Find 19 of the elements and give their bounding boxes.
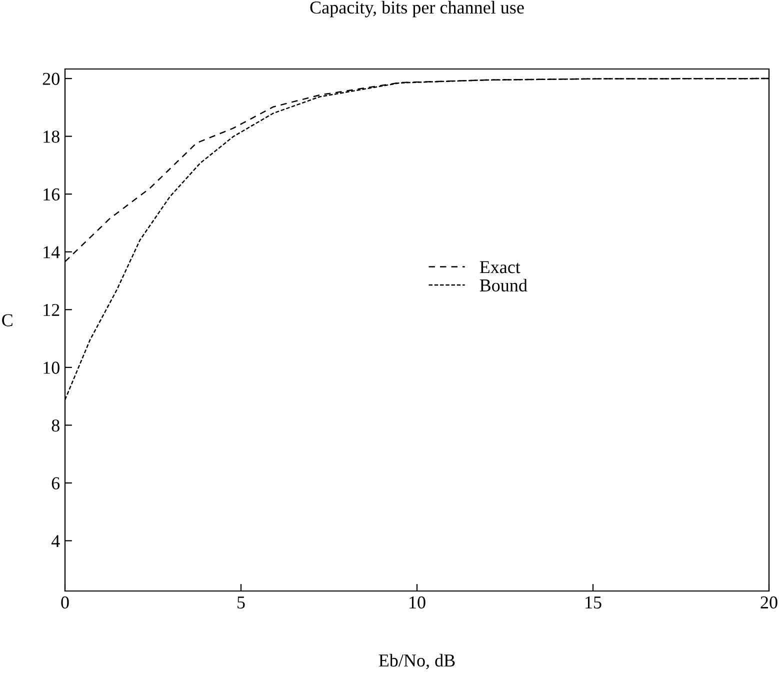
y-tick-label: 6 — [52, 477, 60, 490]
x-tick-label: 0 — [61, 596, 69, 609]
y-tick-label: 10 — [44, 362, 60, 374]
y-tick-label: 12 — [44, 304, 60, 316]
y-tick-label: 8 — [52, 419, 60, 432]
y-tick-label: 18 — [44, 130, 60, 143]
chart-title: Capacity, bits per channel use — [310, 0, 524, 18]
x-tick-label: 20 — [760, 596, 778, 609]
y-tick-label: 16 — [44, 188, 60, 201]
x-tick-label: 5 — [238, 596, 245, 609]
legend-label: Exact — [480, 261, 520, 274]
legend-label: Bound — [480, 278, 528, 292]
y-tick-label: 14 — [44, 246, 60, 258]
x-tick-label: 15 — [586, 596, 602, 609]
y-axis-title: C — [2, 314, 12, 326]
x-axis-title: Eb/No, dB — [378, 654, 455, 670]
y-tick-label: 20 — [42, 72, 60, 85]
x-tick-label: 10 — [410, 596, 426, 609]
y-tick-label: 4 — [51, 535, 60, 547]
